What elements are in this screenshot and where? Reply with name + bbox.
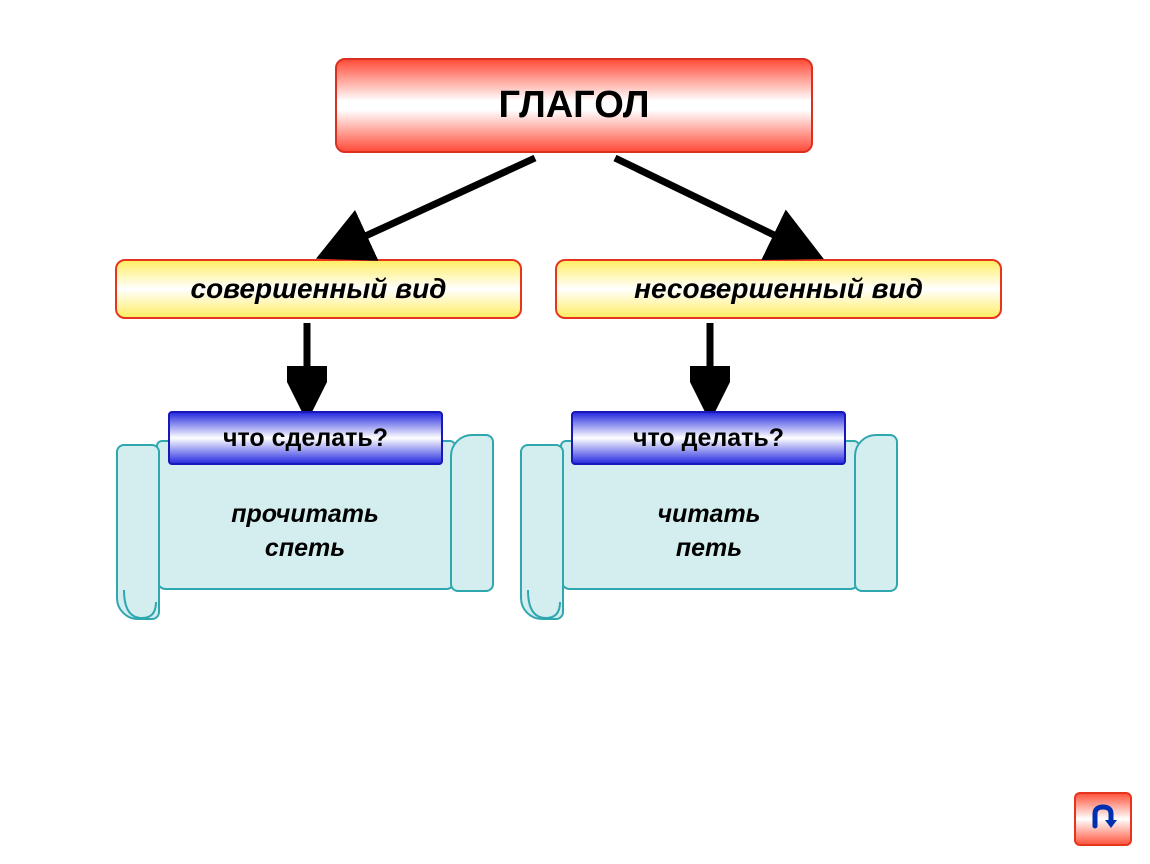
perfective-question-node: что сделать? (168, 411, 443, 465)
imperfective-examples: читать петь (520, 498, 898, 566)
imperfective-label: несовершенный вид (634, 273, 923, 305)
root-node: ГЛАГОЛ (335, 58, 813, 153)
imperfective-node: несовершенный вид (555, 259, 1002, 319)
arrow-root-right (590, 150, 850, 265)
perfective-examples: прочитать спеть (116, 498, 494, 566)
perfective-node: совершенный вид (115, 259, 522, 319)
u-turn-arrow-icon (1085, 802, 1121, 836)
imperfective-question-node: что делать? (571, 411, 846, 465)
arrow-right-down (690, 319, 730, 417)
nav-return-button[interactable] (1074, 792, 1132, 846)
perfective-label: совершенный вид (191, 273, 447, 305)
root-label: ГЛАГОЛ (498, 84, 649, 127)
arrow-root-left (300, 150, 560, 265)
imperfective-question-label: что делать? (633, 424, 784, 453)
perfective-question-label: что сделать? (223, 424, 388, 453)
perfective-scroll: прочитать спеть (116, 440, 494, 626)
arrow-left-down (287, 319, 327, 417)
imperfective-scroll: читать петь (520, 440, 898, 626)
